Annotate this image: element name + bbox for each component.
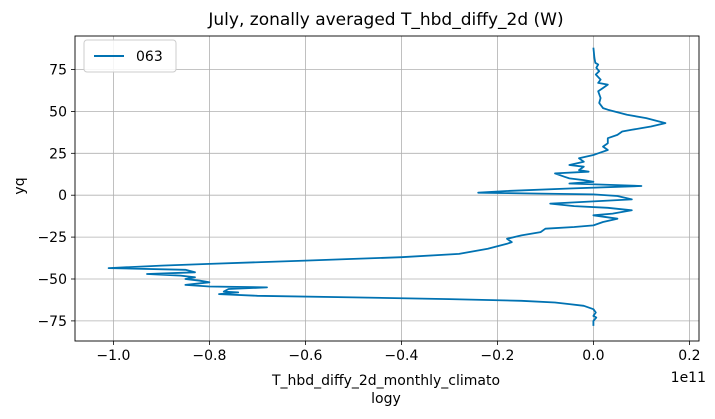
plot-frame	[74, 35, 700, 342]
y-tick-label: 50	[49, 104, 67, 120]
x-tick-label: −0.6	[288, 348, 322, 364]
x-tick-label: −0.2	[480, 348, 514, 364]
grid	[75, 36, 699, 341]
legend-box	[83, 39, 177, 73]
x-tick-label: 0.0	[582, 348, 604, 364]
y-tick-label: −25	[37, 230, 67, 246]
y-tick-label: −50	[37, 272, 67, 288]
legend-label: 063	[136, 49, 163, 65]
x-axis: −1.0 −0.8 −0.6 −0.4 −0.2 0.0 0.2	[96, 341, 701, 364]
y-tick-label: −75	[37, 314, 67, 330]
series-layer	[107, 47, 667, 326]
legend: 063	[83, 39, 177, 73]
y-tick-label: 75	[49, 63, 67, 79]
x-axis-offset-text: 1e11	[671, 370, 706, 386]
x-tick-label: −1.0	[96, 348, 130, 364]
y-axis-label: yq	[12, 177, 28, 194]
y-axis: 75 50 25 0 −25 −50 −75	[37, 63, 75, 330]
x-axis-label-line2: logy	[371, 391, 401, 407]
y-tick-label: 0	[58, 188, 67, 204]
chart-title: July, zonally averaged T_hbd_diffy_2d (W…	[207, 10, 563, 30]
x-tick-label: 0.2	[678, 348, 700, 364]
x-tick-label: −0.4	[384, 348, 418, 364]
y-tick-label: 25	[49, 146, 67, 162]
series-line	[107, 47, 667, 326]
x-axis-label: T_hbd_diffy_2d_monthly_climato	[271, 373, 500, 389]
x-tick-label: −0.8	[192, 348, 226, 364]
